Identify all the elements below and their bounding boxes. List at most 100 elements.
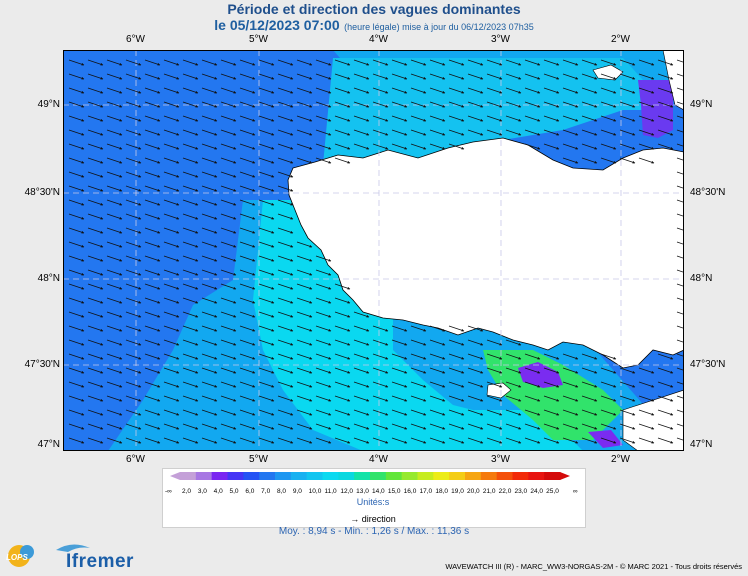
- direction-arrow: [68, 325, 85, 332]
- direction-arrow: [638, 381, 655, 388]
- direction-arrow: [334, 87, 351, 94]
- direction-arrow: [543, 143, 560, 150]
- direction-arrow: [201, 73, 218, 80]
- direction-arrow: [106, 367, 123, 374]
- direction-arrow: [410, 437, 427, 444]
- direction-arrow: [315, 339, 332, 346]
- direction-arrow: [353, 115, 370, 122]
- direction-arrow: [524, 437, 541, 444]
- direction-legend: → direction: [162, 514, 584, 524]
- direction-arrow: [201, 255, 218, 262]
- direction-arrow: [106, 437, 123, 444]
- direction-arrow: [676, 409, 684, 413]
- direction-arrow: [315, 325, 332, 332]
- direction-arrow: [277, 73, 294, 80]
- island-chausey: [592, 64, 624, 81]
- direction-arrow: [258, 199, 275, 206]
- legend-tick-label: 8,0: [277, 488, 286, 495]
- direction-arrow: [201, 115, 218, 122]
- direction-arrow: [258, 87, 275, 94]
- wave-map[interactable]: [63, 50, 684, 451]
- direction-arrow: [600, 101, 617, 108]
- direction-arrow: [353, 59, 370, 66]
- direction-arrow: [448, 115, 465, 122]
- direction-arrow: [106, 409, 123, 416]
- legend-tick-label: 19,0: [451, 488, 464, 495]
- legend-tick-label: 14,0: [372, 488, 385, 495]
- lops-logo[interactable]: LOPS: [3, 541, 43, 571]
- direction-arrow: [125, 255, 142, 262]
- direction-arrow: [144, 353, 161, 360]
- direction-arrow: [106, 171, 123, 178]
- direction-arrow: [676, 213, 684, 217]
- direction-arrow: [201, 409, 218, 416]
- direction-arrow: [68, 423, 85, 430]
- direction-arrow: [239, 59, 256, 66]
- direction-arrow: [486, 409, 503, 416]
- direction-arrow: [106, 255, 123, 262]
- legend-swatch: [496, 472, 513, 480]
- direction-arrow: [391, 381, 408, 388]
- direction-arrow: [581, 115, 598, 122]
- direction-arrow: [144, 73, 161, 80]
- direction-arrow: [125, 437, 142, 444]
- direction-arrow: [524, 143, 541, 150]
- direction-arrow: [524, 423, 541, 430]
- direction-arrow: [125, 283, 142, 290]
- legend-swatch: [306, 472, 323, 480]
- direction-arrow: [125, 101, 142, 108]
- direction-arrow: [467, 409, 484, 416]
- direction-arrow: [657, 143, 674, 150]
- direction-arrow: [87, 283, 104, 290]
- direction-arrow: [448, 101, 465, 108]
- direction-arrow: [353, 353, 370, 360]
- direction-arrow: [277, 185, 294, 192]
- direction-arrow: [676, 353, 684, 357]
- ifremer-logo-text[interactable]: Ifremer: [66, 551, 134, 572]
- direction-arrow: [410, 115, 427, 122]
- lon-label-top: 2°W: [611, 34, 630, 45]
- direction-arrow: [505, 339, 522, 346]
- direction-arrow: [201, 59, 218, 66]
- ifremer-logo-mark[interactable]: [54, 542, 144, 572]
- direction-arrow: [68, 157, 85, 164]
- direction-arrow: [258, 255, 275, 262]
- lon-label-bottom: 3°W: [491, 454, 510, 465]
- lon-label-bottom: 2°W: [611, 454, 630, 465]
- direction-arrow: [410, 353, 427, 360]
- legend-swatch: [480, 472, 498, 480]
- direction-arrow: [391, 101, 408, 108]
- direction-arrow: [486, 87, 503, 94]
- direction-arrow: [258, 381, 275, 388]
- direction-arrow: [220, 311, 237, 318]
- direction-arrow: [486, 59, 503, 66]
- lat-label-right: 47°N: [690, 439, 713, 450]
- direction-arrow: [410, 395, 427, 402]
- direction-arrow: [68, 353, 85, 360]
- direction-arrow: [201, 353, 218, 360]
- direction-arrow: [391, 115, 408, 122]
- direction-arrow: [638, 115, 655, 122]
- direction-arrow: [258, 213, 275, 220]
- direction-arrow: [163, 87, 180, 94]
- direction-arrow: [182, 241, 199, 248]
- color-scale: -∞ 2,0 3,0 4,0 5,0 6,0 7,0 8,0 9,0 10,0 11,0 12,0 13…: [165, 472, 578, 495]
- direction-arrow: [448, 73, 465, 80]
- direction-arrow: [144, 227, 161, 234]
- direction-arrow: [581, 87, 598, 94]
- direction-arrow: [296, 157, 313, 164]
- direction-arrow: [429, 437, 446, 444]
- direction-arrow: [220, 115, 237, 122]
- direction-arrow: [581, 437, 598, 444]
- direction-arrow: [657, 423, 674, 430]
- legend-tick-label: 25,0: [546, 488, 559, 495]
- legend-swatch: [528, 472, 545, 480]
- lon-label-bottom: 4°W: [369, 454, 388, 465]
- direction-arrow: [600, 409, 617, 416]
- direction-arrow: [296, 353, 313, 360]
- legend-swatch: [449, 472, 466, 480]
- direction-arrow: [125, 129, 142, 136]
- direction-arrow: [68, 129, 85, 136]
- direction-arrow: [106, 213, 123, 220]
- direction-arrow: [125, 269, 142, 276]
